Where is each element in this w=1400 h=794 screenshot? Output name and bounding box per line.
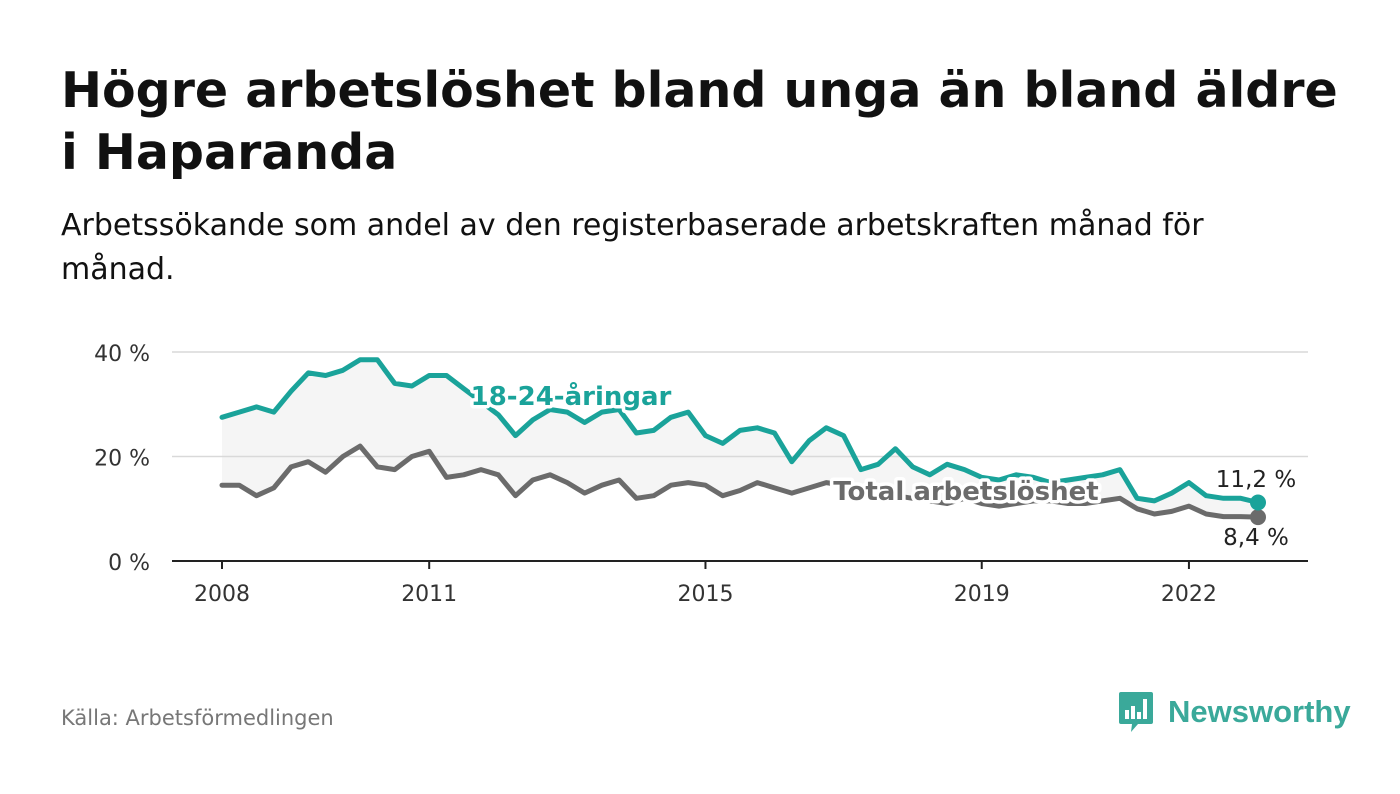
total-series-label-halo: Total arbetslöshet: [833, 477, 1098, 507]
brand-logo[interactable]: Newsworthy: [1118, 690, 1351, 734]
source-note: Källa: Arbetsförmedlingen: [61, 706, 334, 730]
gridlines: [172, 351, 1308, 458]
y-tick-label: 20 %: [94, 447, 150, 472]
x-tick-label: 2022: [1161, 582, 1217, 607]
youth-series-label-text: 18-24-åringar: [471, 380, 672, 412]
series-lines: [219, 357, 1266, 526]
y-tick-label: 40 %: [94, 342, 150, 367]
x-axis: 2008 2011 2015 2019 2022: [172, 560, 1308, 607]
total-line: [219, 443, 1261, 520]
youth-end-label: 11,2 %: [1216, 467, 1296, 493]
total-end-label: 8,4 %: [1223, 525, 1289, 551]
x-tick-label: 2015: [677, 582, 733, 607]
chart-subtitle: Arbetssökande som andel av den registerb…: [61, 208, 1204, 287]
total-end-point: [1250, 509, 1266, 526]
y-axis: 0 % 20 % 40 %: [94, 342, 150, 576]
brand-name: Newsworthy: [1168, 694, 1351, 729]
youth-series-label-halo: 18-24-åringar: [471, 380, 672, 412]
total-series-label-text: Total arbetslöshet: [833, 477, 1098, 507]
x-tick-label: 2019: [954, 582, 1010, 607]
y-tick-label: 0 %: [108, 551, 150, 576]
range-band-layer: [222, 359, 1258, 518]
x-tick-label: 2008: [194, 582, 250, 607]
youth-end-point: [1250, 494, 1266, 511]
chart-title: Högre arbetslöshet bland unga än bland ä…: [61, 62, 1338, 181]
youth-line: [219, 357, 1261, 505]
newsworthy-logo-icon: [1119, 692, 1153, 732]
x-tick-label: 2011: [401, 582, 457, 607]
line-chart: 0 % 20 % 40 % 2008 2011 2015 2019 2022 18-24-å…: [94, 342, 1308, 607]
range-band: [222, 359, 1258, 518]
